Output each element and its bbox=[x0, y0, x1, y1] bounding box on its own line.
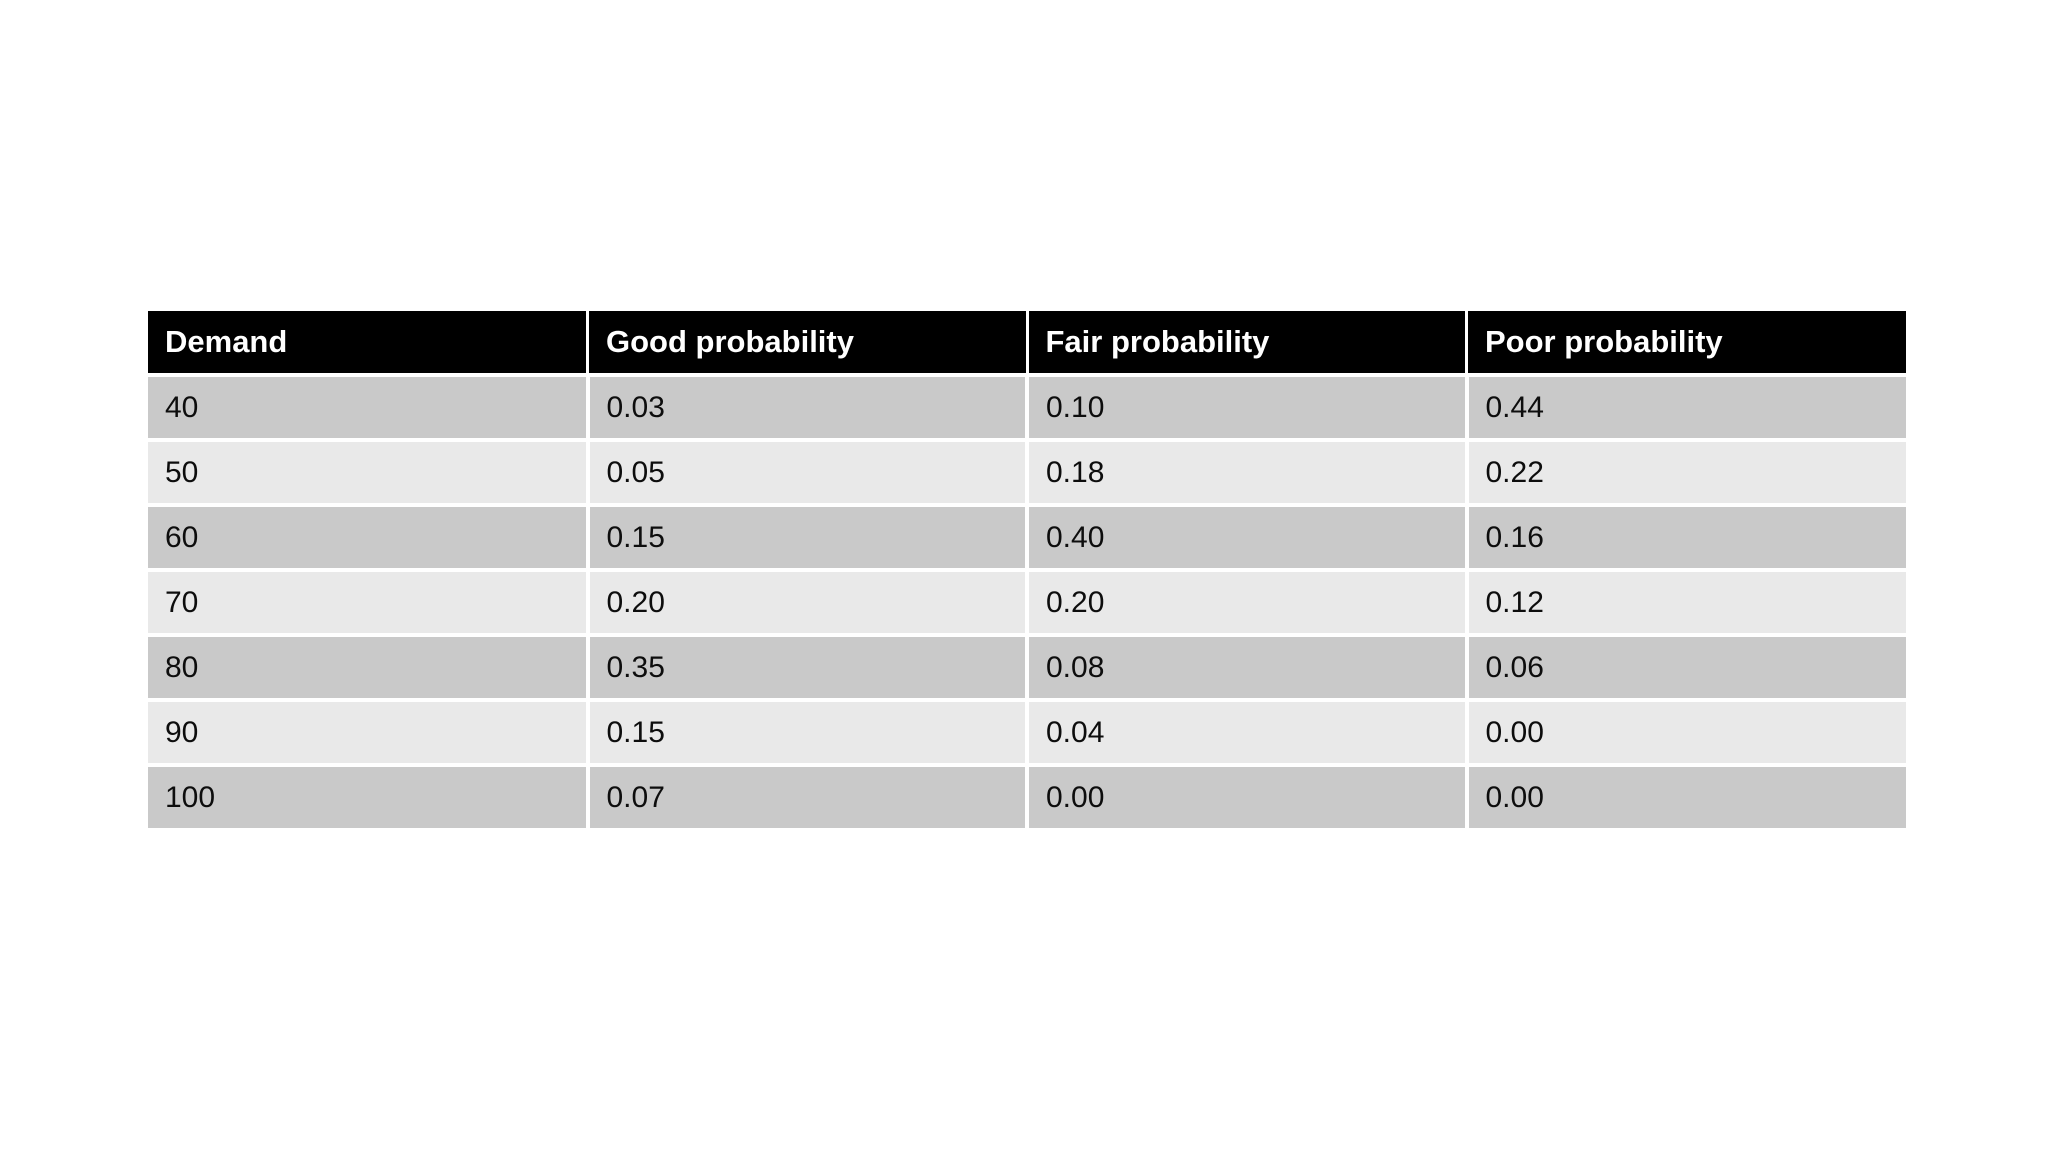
table-row: 90 0.15 0.04 0.00 bbox=[148, 698, 1906, 765]
table-row: 100 0.07 0.00 0.00 bbox=[148, 763, 1906, 828]
table-cell: 0.12 bbox=[1466, 568, 1906, 635]
table-cell: 0.06 bbox=[1466, 633, 1906, 700]
table-cell: 0.22 bbox=[1466, 438, 1906, 505]
header-cell-poor-probability: Poor probability bbox=[1466, 311, 1906, 375]
table-cell: 0.18 bbox=[1027, 438, 1469, 505]
table-cell: 0.00 bbox=[1466, 763, 1906, 828]
table-cell: 50 bbox=[148, 438, 590, 505]
table-body: 40 0.03 0.10 0.44 50 0.05 0.18 0.22 60 0… bbox=[148, 373, 1906, 828]
table-row: 60 0.15 0.40 0.16 bbox=[148, 503, 1906, 570]
table-cell: 0.16 bbox=[1466, 503, 1906, 570]
table-cell: 0.08 bbox=[1027, 633, 1469, 700]
table-header-row: Demand Good probability Fair probability… bbox=[148, 311, 1906, 375]
table-cell: 60 bbox=[148, 503, 590, 570]
table-cell: 0.07 bbox=[587, 763, 1029, 828]
table-cell: 70 bbox=[148, 568, 590, 635]
header-cell-good-probability: Good probability bbox=[587, 311, 1029, 375]
table-cell: 0.03 bbox=[587, 373, 1029, 440]
table-cell: 0.44 bbox=[1466, 373, 1906, 440]
table-cell: 0.04 bbox=[1027, 698, 1469, 765]
table-cell: 0.00 bbox=[1466, 698, 1906, 765]
table-cell: 0.05 bbox=[587, 438, 1029, 505]
table-cell: 80 bbox=[148, 633, 590, 700]
table-cell: 40 bbox=[148, 373, 590, 440]
table-cell: 0.10 bbox=[1027, 373, 1469, 440]
table-cell: 0.20 bbox=[1027, 568, 1469, 635]
header-cell-demand: Demand bbox=[148, 311, 589, 375]
table-cell: 0.15 bbox=[587, 698, 1029, 765]
header-cell-fair-probability: Fair probability bbox=[1027, 311, 1468, 375]
table-cell: 0.00 bbox=[1027, 763, 1469, 828]
demand-probability-table: Demand Good probability Fair probability… bbox=[148, 311, 1906, 828]
table-row: 40 0.03 0.10 0.44 bbox=[148, 373, 1906, 440]
table-cell: 0.35 bbox=[587, 633, 1029, 700]
table-row: 50 0.05 0.18 0.22 bbox=[148, 438, 1906, 505]
table-cell: 0.20 bbox=[587, 568, 1029, 635]
table-cell: 0.15 bbox=[587, 503, 1029, 570]
table-header: Demand Good probability Fair probability… bbox=[148, 311, 1906, 375]
table-row: 70 0.20 0.20 0.12 bbox=[148, 568, 1906, 635]
table-cell: 0.40 bbox=[1027, 503, 1469, 570]
table-cell: 100 bbox=[148, 763, 590, 828]
table-cell: 90 bbox=[148, 698, 590, 765]
table-row: 80 0.35 0.08 0.06 bbox=[148, 633, 1906, 700]
